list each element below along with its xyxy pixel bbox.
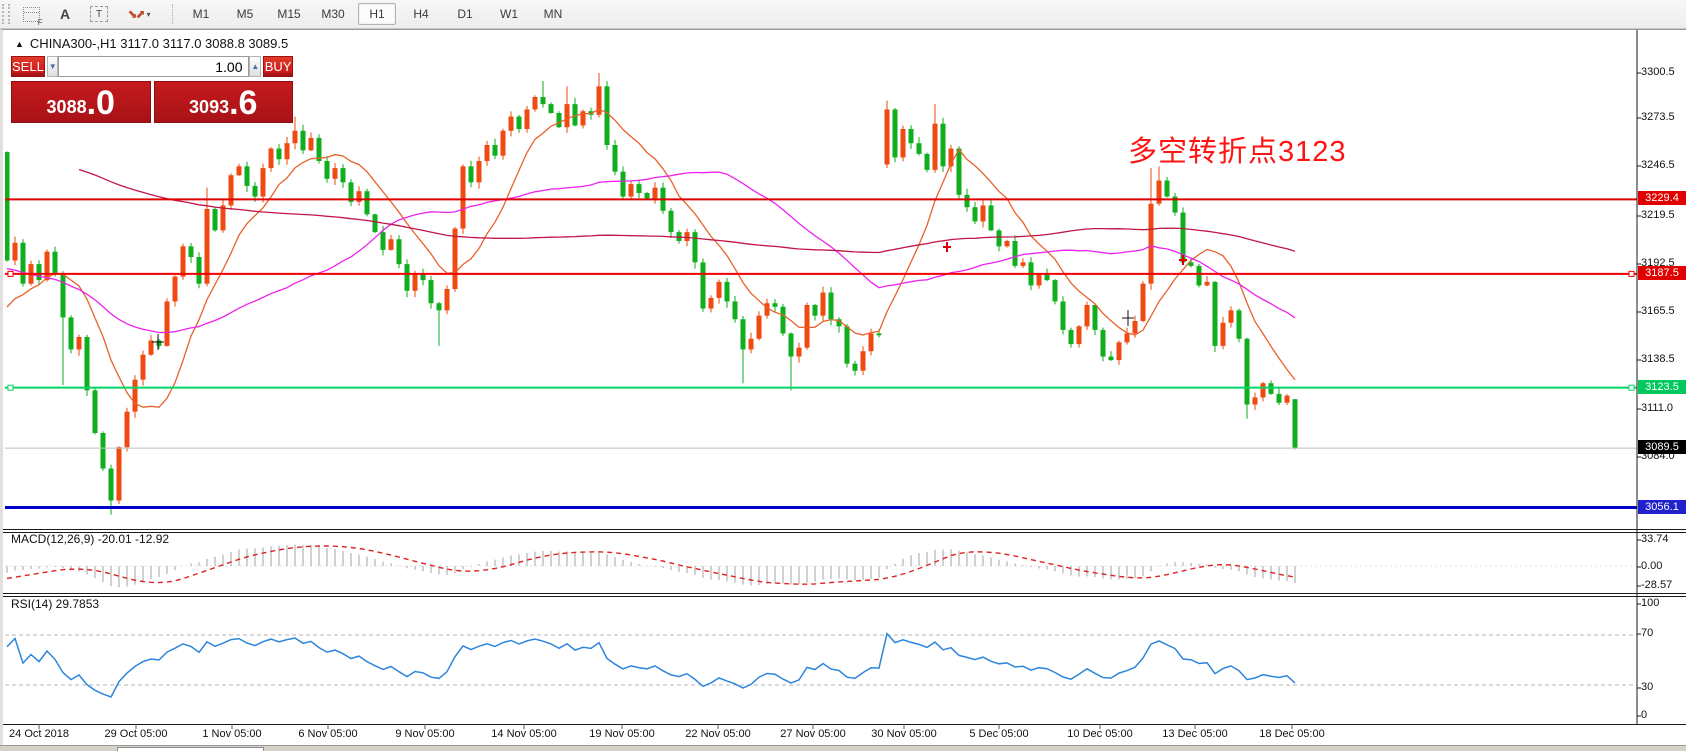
price-level-badge: 3056.1	[1638, 500, 1686, 514]
macd-indicator-label: MACD(12,26,9) -20.01 -12.92	[11, 532, 170, 546]
price-tick-label: 3219.5	[1641, 209, 1675, 221]
toolbar-separator	[172, 4, 173, 24]
date-tick-label[interactable]: 1 Nov 05:00	[202, 728, 262, 740]
letter-a-glyph: A	[59, 6, 71, 22]
price-tick-label: 3246.5	[1641, 159, 1675, 171]
window-bottom-strip	[0, 745, 1686, 751]
macd-tick-label: 0.00	[1641, 560, 1663, 572]
chart-annotation-text[interactable]: 多空转折点3123	[1128, 136, 1347, 168]
text-box-icon[interactable]: T	[86, 3, 112, 25]
date-tick-label[interactable]: 22 Nov 05:00	[685, 728, 751, 740]
chart-symbol-title: ▲ CHINA300-,H1 3117.0 3117.0 3088.8 3089…	[15, 36, 288, 51]
boxed-t-glyph: T	[90, 6, 108, 22]
price-level-badge: 3187.5	[1638, 266, 1686, 280]
price-tick-label: 3138.5	[1641, 353, 1675, 365]
date-tick-label[interactable]: 6 Nov 05:00	[298, 728, 358, 740]
sell-price-int: 3088	[46, 97, 87, 117]
amount-input[interactable]	[58, 56, 250, 77]
price-level-badge: 3089.5	[1638, 440, 1686, 454]
text-label-icon[interactable]: A	[52, 3, 78, 25]
rsi-tick-label: 0	[1641, 709, 1648, 721]
timeframe-button-m15[interactable]: M15	[277, 7, 301, 21]
date-tick-label[interactable]: 30 Nov 05:00	[871, 728, 937, 740]
timeframe-button-d1[interactable]: D1	[457, 7, 473, 21]
rsi-tick-label: 100	[1641, 597, 1660, 609]
sell-button[interactable]: SELL	[11, 56, 45, 77]
timeframe-button-h1[interactable]: H1	[358, 3, 396, 25]
date-tick-label[interactable]: 13 Dec 05:00	[1162, 728, 1228, 740]
rsi-tick-label: 30	[1641, 681, 1654, 693]
date-tick-label[interactable]: 5 Dec 05:00	[969, 728, 1029, 740]
amount-decrease-button[interactable]: ▼	[46, 56, 59, 77]
timeframe-button-m30[interactable]: M30	[321, 7, 345, 21]
timeframe-button-m5[interactable]: M5	[236, 7, 254, 21]
toolbar-grip[interactable]	[2, 4, 10, 24]
date-tick-label[interactable]: 19 Nov 05:00	[589, 728, 655, 740]
buy-button[interactable]: BUY	[263, 56, 293, 77]
date-tick-label[interactable]: 14 Nov 05:00	[491, 728, 557, 740]
chart-canvas[interactable]	[3, 30, 1686, 751]
date-tick-label[interactable]: 18 Dec 05:00	[1259, 728, 1325, 740]
dropdown-caret-icon[interactable]: ▾	[146, 9, 151, 19]
date-tick-label[interactable]: 24 Oct 2018	[9, 728, 69, 740]
grid-settings-icon[interactable]	[18, 3, 44, 27]
date-tick-label[interactable]: 10 Dec 05:00	[1067, 728, 1133, 740]
buy-price-box[interactable]: 3093 .6	[153, 81, 293, 123]
chart-window: ▲ CHINA300-,H1 3117.0 3117.0 3088.8 3089…	[0, 29, 1686, 751]
price-tick-label: 3273.5	[1641, 111, 1675, 123]
buy-price-dec: .6	[229, 84, 258, 122]
grid-settings-glyph	[22, 6, 43, 27]
one-click-trading-panel: SELL ▼ ▲ BUY 3088 .0 3093 .6	[11, 56, 293, 123]
macd-tick-label: -28.57	[1641, 579, 1673, 591]
sell-price-dec: .0	[86, 84, 115, 122]
amount-increase-button[interactable]: ▲	[249, 56, 262, 77]
symbol-ohlc-text: CHINA300-,H1 3117.0 3117.0 3088.8 3089.5	[29, 36, 289, 51]
timeframe-button-mn[interactable]: MN	[543, 7, 563, 21]
buy-price-int: 3093	[189, 97, 230, 117]
sell-price-box[interactable]: 3088 .0	[11, 81, 151, 123]
timeframe-button-w1[interactable]: W1	[500, 7, 518, 21]
date-tick-label[interactable]: 27 Nov 05:00	[780, 728, 846, 740]
rsi-tick-label: 70	[1641, 627, 1654, 639]
date-tick-label[interactable]: 9 Nov 05:00	[395, 728, 455, 740]
arrows-tool-icon[interactable]: ⬊⬈ ▾	[120, 3, 158, 25]
timeframe-button-h4[interactable]: H4	[413, 7, 429, 21]
price-tick-label: 3300.5	[1641, 66, 1675, 78]
price-tick-label: 3111.0	[1641, 402, 1674, 414]
bottom-partial-widget	[117, 747, 264, 751]
timeframe-group: M1 M5 M15 M30 H1 H4 D1 W1 MN	[179, 3, 575, 25]
rsi-indicator-label: RSI(14) 29.7853	[11, 597, 100, 611]
macd-tick-label: 33.74	[1641, 533, 1669, 545]
timeframe-button-m1[interactable]: M1	[192, 7, 210, 21]
price-level-badge: 3229.4	[1638, 191, 1686, 205]
arrows-glyph: ⬊⬈	[127, 7, 145, 21]
price-tick-label: 3165.5	[1641, 305, 1675, 317]
date-tick-label[interactable]: 29 Oct 05:00	[104, 728, 168, 740]
collapse-arrow-icon[interactable]: ▲	[15, 38, 24, 49]
toolbar: A T ⬊⬈ ▾ M1 M5 M15 M30 H1 H4 D1 W1 MN	[0, 0, 1686, 29]
price-level-badge: 3123.5	[1638, 380, 1686, 394]
